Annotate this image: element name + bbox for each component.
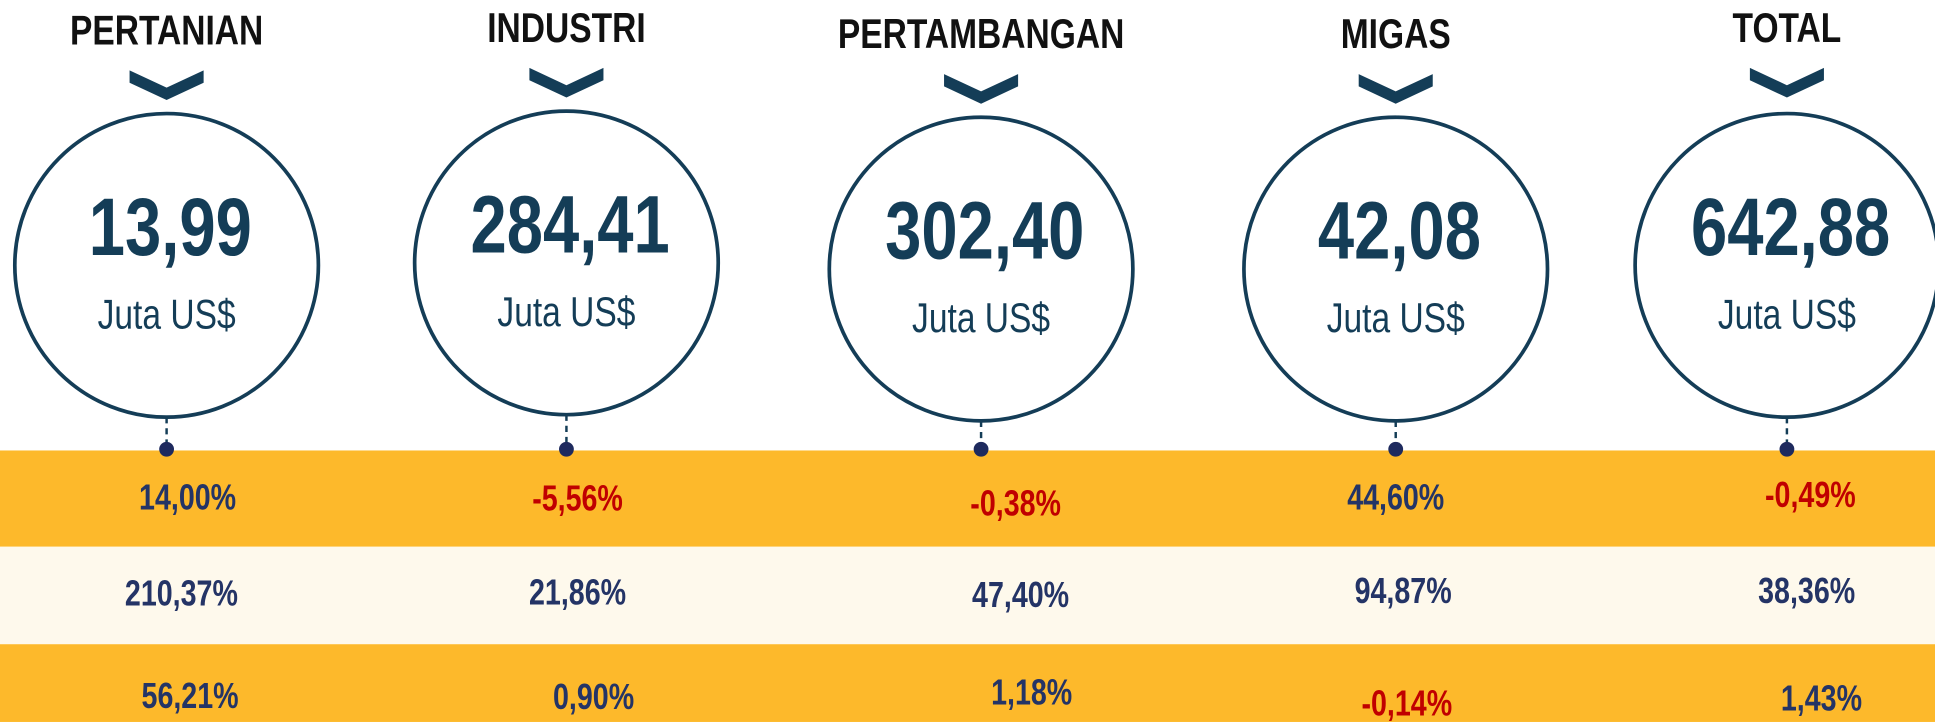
unit: Juta US$	[912, 296, 1050, 342]
rate: 1,43%	[1781, 678, 1862, 718]
rate: -0,14%	[1361, 683, 1452, 722]
rate: 47,40%	[972, 575, 1069, 615]
column-title: TOTAL	[1733, 6, 1842, 52]
band-2	[0, 546, 1935, 645]
column-title: MIGAS	[1341, 12, 1451, 58]
rate: -5,56%	[532, 478, 623, 518]
rate: 94,87%	[1355, 571, 1452, 611]
rate: 14,00%	[139, 477, 236, 517]
column-title: INDUSTRI	[487, 6, 645, 52]
chevron	[1749, 67, 1824, 98]
connector-dot	[1388, 441, 1404, 457]
columns: PERTANIAN 13,99 Juta US$ 14,00% 210,37% 56,21…	[12, 6, 1935, 722]
connector-dot	[1779, 441, 1795, 457]
band-1	[0, 450, 1935, 547]
rate: 210,37%	[125, 574, 238, 614]
connector-dot	[973, 441, 989, 457]
connector-dot	[559, 441, 574, 457]
rate: 44,60%	[1347, 477, 1444, 517]
chevron	[129, 70, 204, 100]
value: 642,88	[1691, 181, 1890, 273]
value: 284,41	[470, 178, 669, 270]
rate: 56,21%	[142, 676, 239, 716]
unit: Juta US$	[497, 289, 635, 335]
column-title: PERTAMBANGAN	[838, 12, 1124, 58]
band-3	[0, 644, 1935, 722]
rate: 21,86%	[529, 572, 626, 612]
unit: Juta US$	[1327, 296, 1465, 342]
chevron	[944, 74, 1019, 104]
rate: 1,18%	[991, 672, 1072, 712]
rate: -0,38%	[970, 483, 1061, 523]
connector-dot	[159, 441, 175, 457]
chevron	[529, 67, 604, 98]
unit: Juta US$	[98, 292, 236, 338]
rate: 38,36%	[1758, 571, 1855, 611]
value: 42,08	[1318, 185, 1481, 277]
rate: 0,90%	[553, 677, 634, 717]
column-title: PERTANIAN	[70, 8, 263, 54]
value: 13,99	[89, 181, 252, 273]
value: 302,40	[885, 185, 1084, 277]
rate: -0,49%	[1765, 475, 1856, 515]
chevron	[1358, 74, 1433, 104]
unit: Juta US$	[1718, 292, 1856, 338]
